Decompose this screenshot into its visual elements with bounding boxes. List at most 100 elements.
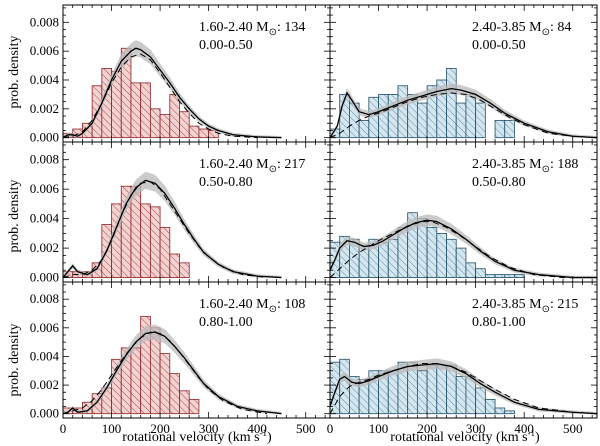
y-axis-label-middle: prob. density <box>7 179 22 252</box>
x-tick-label: 200 <box>417 421 437 436</box>
y-tick-label: 0.002 <box>30 101 59 116</box>
confidence-band <box>63 324 282 414</box>
dashed-curve <box>330 363 597 415</box>
x-tick-label: 0 <box>327 421 334 436</box>
mass-range: 2.40-3.85 <box>472 297 529 312</box>
histogram-bar <box>387 238 399 278</box>
panel-mass-label: 1.60-2.40 M⊙: 217 <box>199 157 305 175</box>
y-tick-label: 0.002 <box>30 240 59 255</box>
histogram-bar <box>169 94 180 139</box>
histogram-bar <box>484 274 496 278</box>
histogram-bar <box>378 94 389 139</box>
solar-mass-symbol: M <box>529 20 542 35</box>
y-tick-label: 0.006 <box>30 181 60 196</box>
mass-range: 1.60-2.40 <box>199 297 256 312</box>
dashed-curve <box>63 181 267 279</box>
x-tick-label: 300 <box>466 421 486 436</box>
histogram-bar <box>436 232 447 278</box>
panel-5: 0.000 0.002 0.004 0.006 0.008 0 100 200 300 400 50… <box>30 281 331 436</box>
panel-2: 2.40-3.85 M⊙: 840.00-0.50 <box>329 4 598 143</box>
y-tick-label: 0.006 <box>30 43 60 58</box>
histogram-bar <box>378 241 389 278</box>
x-tick-label: 200 <box>150 421 170 436</box>
confidence-band <box>330 214 597 278</box>
histogram-bar <box>455 102 467 139</box>
x-tick-label: 500 <box>296 421 316 436</box>
fit-curve <box>330 362 597 415</box>
confidence-band <box>330 83 597 138</box>
y-tick-label: 0.004 <box>30 211 60 226</box>
histogram-bar <box>475 387 486 415</box>
fit-curve <box>330 219 597 279</box>
histogram-bar <box>504 410 515 415</box>
sun-symbol: ⊙ <box>269 27 277 38</box>
histogram-bar <box>339 358 350 415</box>
histogram-bar <box>465 94 477 139</box>
dashed-curve <box>330 221 597 279</box>
histogram-bar <box>416 370 428 415</box>
y-tick-label: 0.008 <box>30 14 59 29</box>
panel-frame <box>329 281 598 419</box>
x-axis-label-text: rotational velocity (km s <box>390 430 527 445</box>
histogram-bar <box>188 125 200 139</box>
histogram-bar <box>387 370 399 415</box>
histogram-bar <box>455 247 467 278</box>
plot-area <box>63 171 282 279</box>
panel-range-label: 0.00-0.50 <box>472 38 526 53</box>
panel-3: 0.000 0.002 0.004 0.006 0.008 1.60-2.40 M⊙: 2… <box>30 141 331 285</box>
y-tick-label: 0.004 <box>30 72 60 87</box>
solar-mass-symbol: M <box>256 297 269 312</box>
panel-mass-label: 2.40-3.85 M⊙: 84 <box>472 20 571 38</box>
mass-range: 1.60-2.40 <box>199 20 256 35</box>
histogram-bar <box>446 238 457 278</box>
x-tick-label: 400 <box>247 421 267 436</box>
y-axis-label-bottom: prob. density <box>7 323 22 396</box>
panel-mass-label: 1.60-2.40 M⊙: 108 <box>199 297 305 315</box>
histogram-bar <box>188 398 200 415</box>
plot-area <box>330 212 597 279</box>
sample-count: : 108 <box>277 297 305 312</box>
plot-area <box>63 315 282 415</box>
y-tick-label: 0.000 <box>30 130 59 145</box>
solar-mass-symbol: M <box>256 157 269 172</box>
y-tick-label: 0.008 <box>30 291 59 306</box>
fit-curve <box>63 47 282 139</box>
panel-mass-label: 1.60-2.40 M⊙: 134 <box>199 20 305 38</box>
dashed-curve <box>63 331 267 415</box>
histogram-bar <box>494 274 506 278</box>
mass-range: 2.40-3.85 <box>472 20 529 35</box>
x-tick-label: 0 <box>60 421 67 436</box>
confidence-band <box>330 358 597 414</box>
histogram-bar <box>426 364 438 415</box>
histogram-bar <box>455 376 467 415</box>
fit-curve <box>330 87 597 139</box>
sample-count: : 188 <box>550 157 578 172</box>
x-tick-label: 100 <box>102 421 122 436</box>
x-axis-label-sup: -1 <box>528 428 536 438</box>
solar-mass-symbol: M <box>256 20 269 35</box>
plot-area <box>330 68 597 139</box>
x-axis-label-sup: -1 <box>260 428 268 438</box>
histogram-bar <box>179 111 190 139</box>
y-tick-label: 0.000 <box>30 406 59 421</box>
histogram-bar <box>397 85 409 139</box>
histogram-bar <box>514 274 525 278</box>
histogram-bar <box>159 353 171 415</box>
histogram-bar <box>426 227 438 278</box>
histogram-bar <box>169 373 180 415</box>
histogram-bar <box>465 262 477 278</box>
fit-curve <box>63 331 282 415</box>
sample-count: : 134 <box>277 20 305 35</box>
histogram-bar <box>358 119 370 139</box>
y-axis-label: prob. density <box>7 35 22 108</box>
histogram-bar <box>140 82 151 139</box>
x-tick-label: 100 <box>369 421 389 436</box>
histogram-bar <box>179 390 190 415</box>
mass-range: 1.60-2.40 <box>199 157 256 172</box>
panel-range-label: 0.50-0.80 <box>199 175 253 190</box>
panel-range-label: 0.80-1.00 <box>199 315 253 330</box>
x-axis-label-right: rotational velocity (km s-1) <box>390 428 540 445</box>
